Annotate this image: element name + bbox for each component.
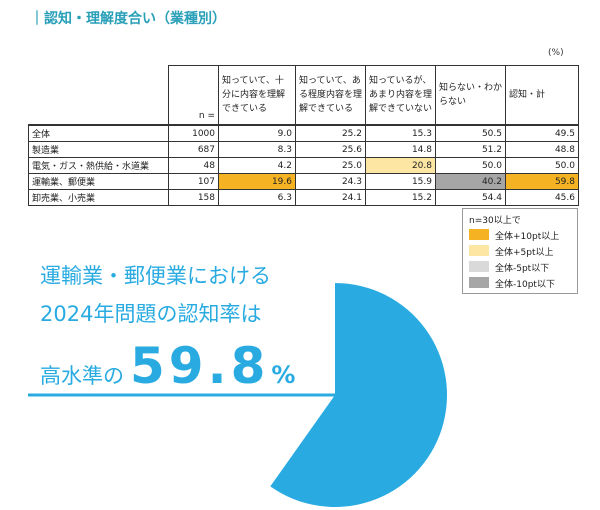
prefix: 高水準の	[40, 364, 124, 388]
highlight-line: 運輸業・郵便業における	[40, 264, 271, 288]
legend-label: 全体+5pt以上	[495, 248, 554, 258]
table-cell: 158	[168, 189, 219, 206]
unit: (%)	[548, 48, 564, 58]
legend-title: n=30以上で	[469, 216, 521, 226]
table-cell: 59.8	[505, 173, 579, 190]
column-header: n =	[168, 65, 219, 126]
legend-swatch	[469, 245, 489, 256]
table-cell: 19.6	[218, 173, 296, 190]
title: ｜認知・理解度合い（業種別）	[30, 11, 226, 27]
table: n = 知っていて、十分に内容を理解できている 知っていて、ある程度内容を理解できて…	[28, 65, 579, 206]
column-header: 知っているが、あまり内容を理解できていない	[365, 65, 436, 126]
table-cell: 40.2	[435, 173, 506, 190]
highlight-line: 2024年問題の認知率は	[40, 302, 261, 326]
table-cell: 24.1	[295, 189, 366, 206]
legend-label: 全体-5pt以下	[495, 264, 550, 274]
table-cell: 45.6	[505, 189, 579, 206]
legend-swatch	[469, 229, 489, 240]
column-header: 知らない・わからない	[435, 65, 506, 126]
highlight-value-text: 高水準の 59.8%	[40, 337, 295, 395]
legend-label: 全体-10pt以下	[495, 280, 555, 290]
legend-swatch	[469, 277, 489, 288]
row-label: 卸売業、小売業	[28, 189, 169, 206]
table-cell: 20.8	[365, 157, 436, 174]
value: 59.8	[130, 337, 269, 395]
column-header: 知っていて、十分に内容を理解できている	[218, 65, 296, 126]
table-row: 運輸業、郵便業 107 19.6 24.3 15.9 40.2 59.8	[28, 173, 579, 190]
pie-slice	[270, 283, 447, 507]
column-header: 認知・計	[505, 65, 579, 126]
header-row: n = 知っていて、十分に内容を理解できている 知っていて、ある程度内容を理解できて…	[28, 65, 579, 126]
legend: n=30以上で全体+10pt以上 全体+5pt以上 全体-5pt以下 全体-10pt以…	[462, 208, 578, 294]
table-cell: 15.2	[365, 189, 436, 206]
unit: %	[271, 361, 295, 389]
header-cell	[28, 65, 169, 126]
legend-label: 全体+10pt以上	[495, 232, 560, 242]
legend-swatch	[469, 261, 489, 272]
column-header: 知っていて、ある程度内容を理解できている	[295, 65, 366, 126]
table-row: 卸売業、小売業 158 6.3 24.1 15.2 54.4 45.6	[28, 189, 579, 206]
